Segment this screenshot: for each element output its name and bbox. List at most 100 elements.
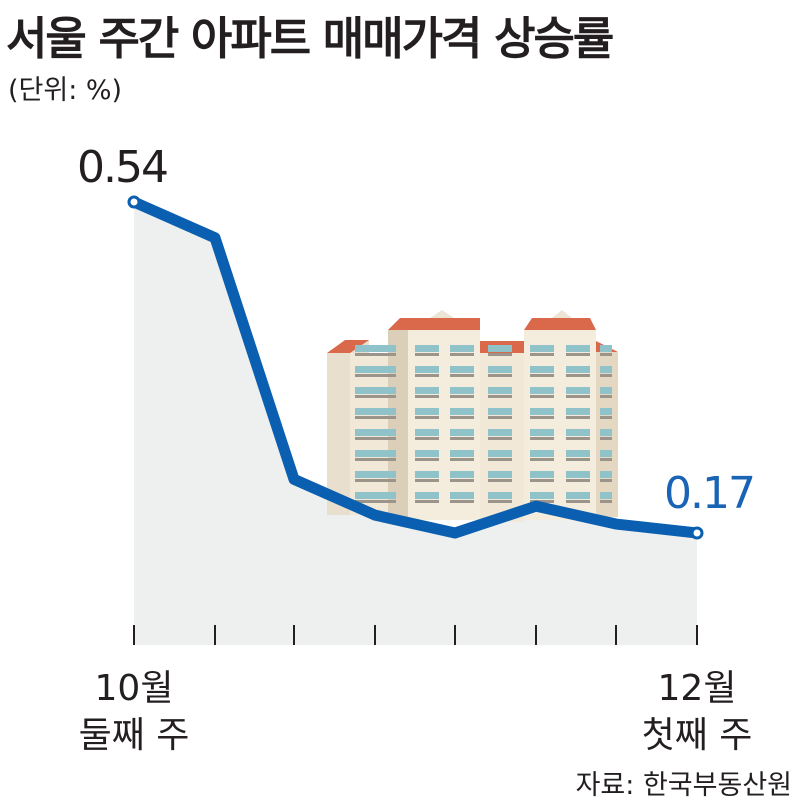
window-shape bbox=[372, 408, 396, 415]
window-sill-shape bbox=[372, 479, 396, 482]
window-sill-shape bbox=[530, 374, 554, 377]
data-label-last: 0.17 bbox=[664, 468, 754, 519]
window-shape bbox=[530, 387, 554, 394]
window-shape bbox=[372, 471, 396, 478]
window-sill-shape bbox=[530, 479, 554, 482]
window-shape bbox=[372, 366, 396, 373]
window-shape bbox=[355, 429, 379, 436]
window-shape bbox=[600, 345, 612, 352]
window-sill-shape bbox=[530, 458, 554, 461]
window-shape bbox=[566, 366, 590, 373]
window-sill-shape bbox=[488, 479, 512, 482]
window-shape bbox=[372, 429, 396, 436]
window-shape bbox=[450, 408, 474, 415]
window-shape bbox=[488, 492, 512, 499]
window-shape bbox=[372, 450, 396, 457]
window-sill-shape bbox=[600, 437, 612, 440]
window-shape bbox=[355, 387, 379, 394]
window-shape bbox=[566, 450, 590, 457]
window-sill-shape bbox=[450, 479, 474, 482]
window-sill-shape bbox=[415, 479, 439, 482]
window-shape bbox=[355, 408, 379, 415]
window-shape bbox=[450, 345, 474, 352]
x-label-last-week: 첫째 주 bbox=[642, 715, 753, 756]
window-sill-shape bbox=[355, 416, 379, 419]
window-sill-shape bbox=[355, 458, 379, 461]
data-label-first: 0.54 bbox=[77, 142, 167, 193]
x-label-first-month: 10월 bbox=[95, 668, 174, 709]
window-sill-shape bbox=[566, 500, 590, 503]
window-shape bbox=[355, 492, 379, 499]
window-sill-shape bbox=[450, 500, 474, 503]
window-shape bbox=[488, 450, 512, 457]
window-shape bbox=[415, 450, 439, 457]
window-shape bbox=[600, 471, 612, 478]
window-shape bbox=[488, 429, 512, 436]
window-sill-shape bbox=[355, 500, 379, 503]
window-sill-shape bbox=[566, 353, 590, 356]
window-shape bbox=[566, 429, 590, 436]
window-sill-shape bbox=[566, 395, 590, 398]
apartment-illustration bbox=[327, 310, 618, 522]
window-shape bbox=[488, 345, 512, 352]
window-shape bbox=[355, 366, 379, 373]
chart-title: 서울 주간 아파트 매매가격 상승률 bbox=[6, 12, 614, 65]
window-shape bbox=[415, 471, 439, 478]
window-sill-shape bbox=[600, 458, 612, 461]
window-sill-shape bbox=[600, 500, 612, 503]
window-shape bbox=[415, 408, 439, 415]
window-shape bbox=[415, 387, 439, 394]
window-shape bbox=[530, 471, 554, 478]
window-sill-shape bbox=[415, 416, 439, 419]
x-axis-ticks bbox=[133, 625, 698, 645]
window-shape bbox=[600, 366, 612, 373]
window-shape bbox=[600, 408, 612, 415]
window-sill-shape bbox=[530, 437, 554, 440]
window-sill-shape bbox=[488, 437, 512, 440]
x-label-first-week: 둘째 주 bbox=[79, 715, 190, 756]
window-shape bbox=[355, 345, 379, 352]
window-sill-shape bbox=[355, 395, 379, 398]
window-shape bbox=[488, 366, 512, 373]
window-sill-shape bbox=[415, 395, 439, 398]
window-sill-shape bbox=[372, 395, 396, 398]
window-shape bbox=[566, 471, 590, 478]
window-shape bbox=[415, 492, 439, 499]
window-sill-shape bbox=[530, 395, 554, 398]
window-sill-shape bbox=[530, 353, 554, 356]
window-shape bbox=[600, 450, 612, 457]
window-shape bbox=[415, 429, 439, 436]
window-sill-shape bbox=[566, 479, 590, 482]
window-sill-shape bbox=[415, 374, 439, 377]
source-note: 자료: 한국부동산원 bbox=[575, 770, 792, 801]
window-shape bbox=[415, 366, 439, 373]
area-fill bbox=[134, 202, 697, 645]
window-shape bbox=[488, 408, 512, 415]
window-sill-shape bbox=[372, 374, 396, 377]
window-sill-shape bbox=[415, 437, 439, 440]
window-sill-shape bbox=[372, 353, 396, 356]
x-label-last-month: 12월 bbox=[658, 668, 737, 709]
window-shape bbox=[355, 471, 379, 478]
window-sill-shape bbox=[355, 479, 379, 482]
window-sill-shape bbox=[600, 479, 612, 482]
window-shape bbox=[372, 492, 396, 499]
window-sill-shape bbox=[488, 416, 512, 419]
window-shape bbox=[566, 387, 590, 394]
window-shape bbox=[450, 387, 474, 394]
window-shape bbox=[530, 429, 554, 436]
window-shape bbox=[355, 450, 379, 457]
window-sill-shape bbox=[566, 374, 590, 377]
window-shape bbox=[415, 345, 439, 352]
window-sill-shape bbox=[530, 500, 554, 503]
window-sill-shape bbox=[415, 458, 439, 461]
data-point-first bbox=[127, 195, 141, 209]
window-shape bbox=[530, 366, 554, 373]
window-shape bbox=[530, 345, 554, 352]
window-sill-shape bbox=[415, 353, 439, 356]
window-sill-shape bbox=[600, 374, 612, 377]
window-sill-shape bbox=[355, 353, 379, 356]
window-sill-shape bbox=[450, 395, 474, 398]
window-sill-shape bbox=[488, 353, 512, 356]
window-sill-shape bbox=[488, 374, 512, 377]
